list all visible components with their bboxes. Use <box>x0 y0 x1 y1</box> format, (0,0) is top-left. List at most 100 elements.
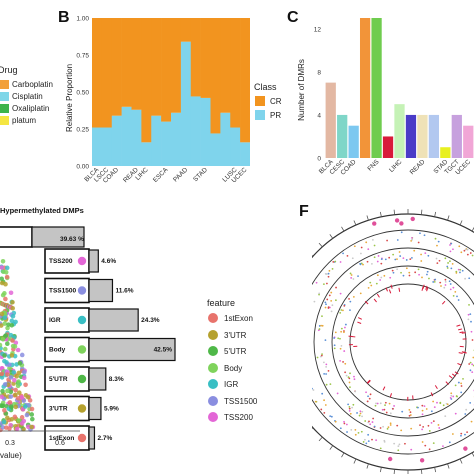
circos-point <box>385 411 388 414</box>
class-swatch-1 <box>255 110 265 120</box>
circos-point <box>367 286 370 289</box>
circos-point <box>389 422 392 425</box>
circos-point <box>344 326 346 329</box>
panel-e-point <box>8 389 14 395</box>
circos-point <box>346 431 348 433</box>
panel-b-bar-pr-0 <box>92 127 103 166</box>
circos-point <box>389 276 392 279</box>
feature-label-5: TSS1500 <box>224 396 258 406</box>
panel-e-point <box>17 360 23 366</box>
circos-point <box>362 263 364 266</box>
panel-e-point <box>0 276 4 282</box>
circos-point <box>411 236 413 239</box>
panel-e-row-value-4: 8.3% <box>109 376 124 383</box>
circos-point <box>452 395 455 398</box>
circos-ring-3 <box>331 265 474 419</box>
circos-point <box>456 295 458 298</box>
circos-point <box>459 271 461 274</box>
circos-inner-mark <box>385 287 388 292</box>
panel-b-bar-pr-9 <box>180 41 192 166</box>
circos-inner-mark <box>367 380 371 384</box>
circos-tick <box>393 469 396 474</box>
circos-point <box>464 413 467 415</box>
panel-e-point <box>5 372 10 377</box>
circos-tick <box>379 211 382 217</box>
circos-point <box>434 278 437 281</box>
panel-b-y-tick-1: 0.25 <box>76 127 89 134</box>
circos-point <box>320 408 323 411</box>
panel-e-point <box>8 394 14 399</box>
circos-point <box>373 256 376 259</box>
panel-e-row-label-1: TSS1500 <box>49 288 76 295</box>
circos-tick <box>329 234 334 239</box>
panel-e-rows: TSS200 4.6% TSS1500 11.6% IGR 24.3% Body 42.5% 5… <box>44 248 176 451</box>
circos-point <box>369 393 372 396</box>
panel-e-point <box>11 370 17 375</box>
circos-point <box>360 252 362 255</box>
circos-point <box>421 441 424 443</box>
circos-point <box>449 244 451 246</box>
circos-point <box>363 438 366 441</box>
panel-e-point <box>16 379 21 384</box>
panel-e-row-bar-5 <box>88 396 102 421</box>
panel-b-bar-cr-8 <box>171 18 182 113</box>
circos-highlight <box>372 221 377 226</box>
circos-point <box>357 431 360 434</box>
circos-point <box>433 280 436 283</box>
circos-ring-1 <box>312 229 474 455</box>
circos-point <box>418 273 420 276</box>
circos-point <box>444 415 447 418</box>
circos-point <box>333 344 336 347</box>
circos-point <box>459 268 462 271</box>
panel-e-row-label-0: TSS200 <box>49 258 73 265</box>
panel-b-y-tick-4: 1.00 <box>76 16 89 23</box>
circos-point <box>446 265 449 268</box>
circos-inner-mark <box>430 392 434 397</box>
panel-e-row-bar-0 <box>88 249 99 273</box>
circos-point <box>325 363 328 366</box>
circos-point <box>334 331 337 334</box>
circos-tick <box>341 226 345 232</box>
panel-e-point <box>2 315 8 320</box>
circos-inner-mark <box>388 289 392 294</box>
circos-point <box>339 292 342 295</box>
feature-label-4: IGR <box>224 380 239 389</box>
circos-point <box>360 246 363 249</box>
circos-point <box>371 421 374 423</box>
circos-point <box>346 254 349 257</box>
feature-dot-2 <box>208 346 218 356</box>
circos-point <box>349 309 351 312</box>
circos-point <box>367 440 370 443</box>
panel-e-row-label-6: 1stExon <box>49 435 74 442</box>
circos-point <box>452 248 454 251</box>
circos-point <box>349 372 351 375</box>
circos-point <box>327 272 330 275</box>
feature-label-2: 5'UTR <box>224 347 247 356</box>
circos-point <box>339 312 342 314</box>
panel-e-row-dot-2 <box>77 315 87 325</box>
panel-b-bar-pr-13 <box>220 112 231 166</box>
circos-tick <box>420 469 423 474</box>
panel-e-chart: Hypermethylated DMPs 39.63 % TSS200 4.6%T… <box>0 206 176 460</box>
panel-c-bars <box>325 18 474 158</box>
panel-e-point <box>5 415 10 421</box>
circos-point <box>343 350 346 352</box>
circos-point <box>467 313 470 316</box>
panel-c-bar-3 <box>359 18 371 158</box>
circos-point <box>339 261 342 263</box>
circos-point <box>440 285 442 287</box>
feature-dot-4 <box>208 379 218 389</box>
circos-point <box>428 430 431 432</box>
circos-point <box>353 378 356 381</box>
drug-legend-title: Drug <box>0 65 18 75</box>
panel-e-point <box>7 365 12 371</box>
circos-point <box>389 424 392 426</box>
panel-e-point <box>9 353 15 358</box>
circos-inner-mark <box>454 371 459 375</box>
circos-point <box>336 392 339 395</box>
panel-letter-c: C <box>287 9 299 26</box>
panel-e-row-dot-3 <box>77 345 87 354</box>
circos-point <box>350 428 353 431</box>
panel-b-bar-pr-14 <box>230 127 241 166</box>
